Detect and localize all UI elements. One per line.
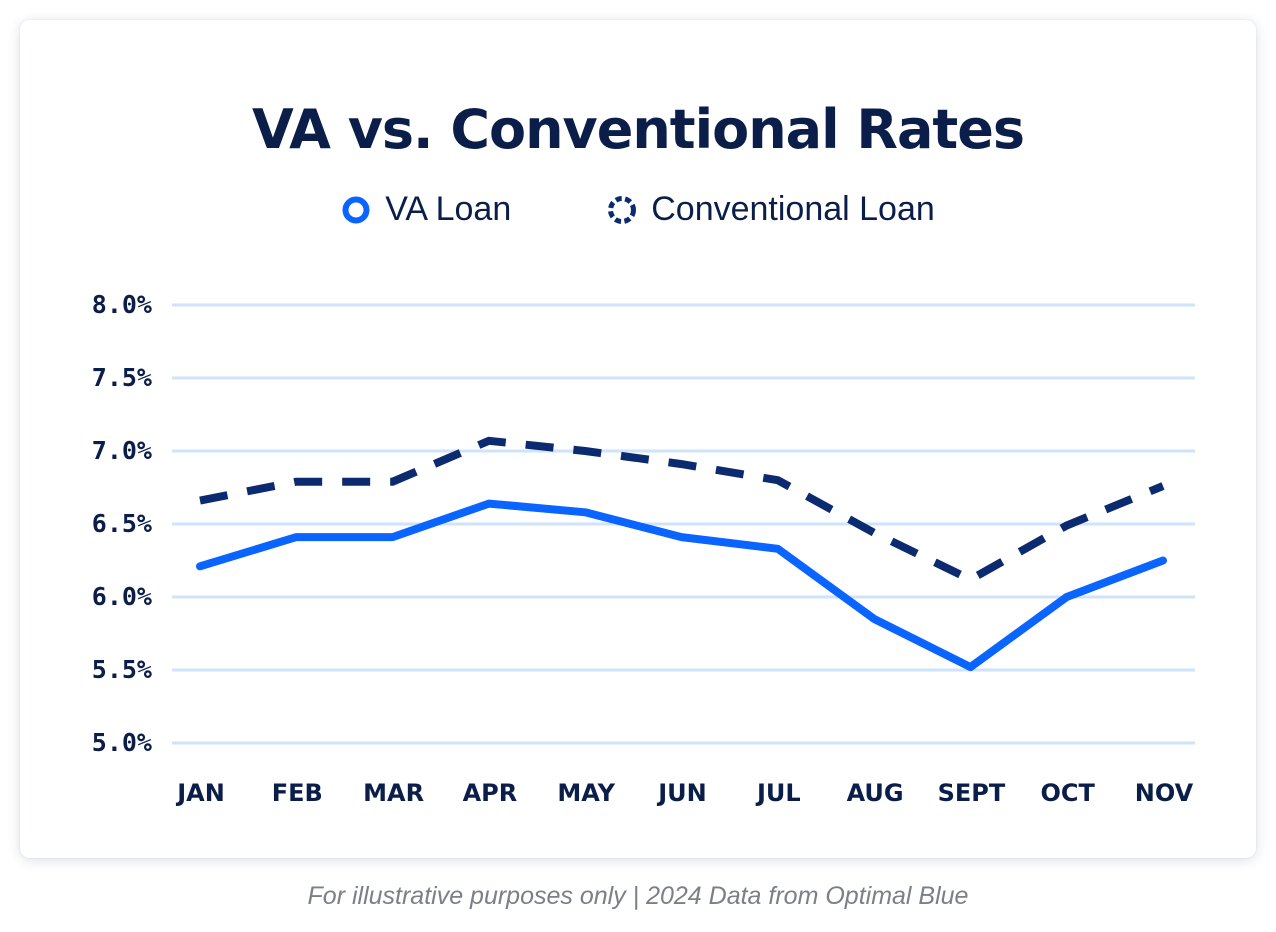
legend-solid-circle-icon [342, 196, 370, 223]
legend-dashed-circle-icon [608, 195, 637, 224]
y-tick-label: 6.0% [92, 582, 152, 611]
x-tick-label: FEB [272, 779, 323, 807]
x-tick-label: MAR [363, 779, 424, 807]
series-line-va-loan [196, 499, 1167, 672]
y-tick-label: 7.5% [92, 363, 152, 392]
x-tick-label: JUL [755, 779, 801, 807]
chart-legend: VA Loan Conventional Loan [20, 190, 1256, 229]
legend-item-va-loan: VA Loan [341, 190, 511, 229]
x-tick-label: APR [463, 779, 518, 807]
y-tick-label: 5.5% [92, 655, 152, 684]
legend-label-va-loan: VA Loan [385, 190, 512, 228]
chart-title: VA vs. Conventional Rates [251, 98, 1025, 161]
y-tick-label: 7.0% [92, 436, 152, 465]
x-tick-label: OCT [1041, 779, 1096, 807]
x-tick-label: SEPT [938, 779, 1006, 807]
x-tick-label: MAY [557, 779, 615, 807]
legend-label-conventional-loan: Conventional Loan [651, 190, 935, 228]
y-tick-label: 8.0% [92, 290, 152, 319]
x-tick-label: AUG [847, 779, 904, 807]
x-tick-label: NOV [1135, 779, 1194, 807]
x-tick-label: JAN [175, 779, 225, 807]
x-tick-label: JUN [656, 779, 707, 807]
y-tick-label: 5.0% [92, 728, 152, 757]
chart-card: VA vs. Conventional Rates VA Loan Conven… [20, 20, 1256, 858]
legend-item-conventional-loan: Conventional Loan [607, 190, 935, 229]
series-line-conventional-loan [199, 436, 1165, 585]
y-tick-label: 6.5% [92, 509, 152, 538]
footnote: For illustrative purposes only | 2024 Da… [307, 882, 969, 910]
